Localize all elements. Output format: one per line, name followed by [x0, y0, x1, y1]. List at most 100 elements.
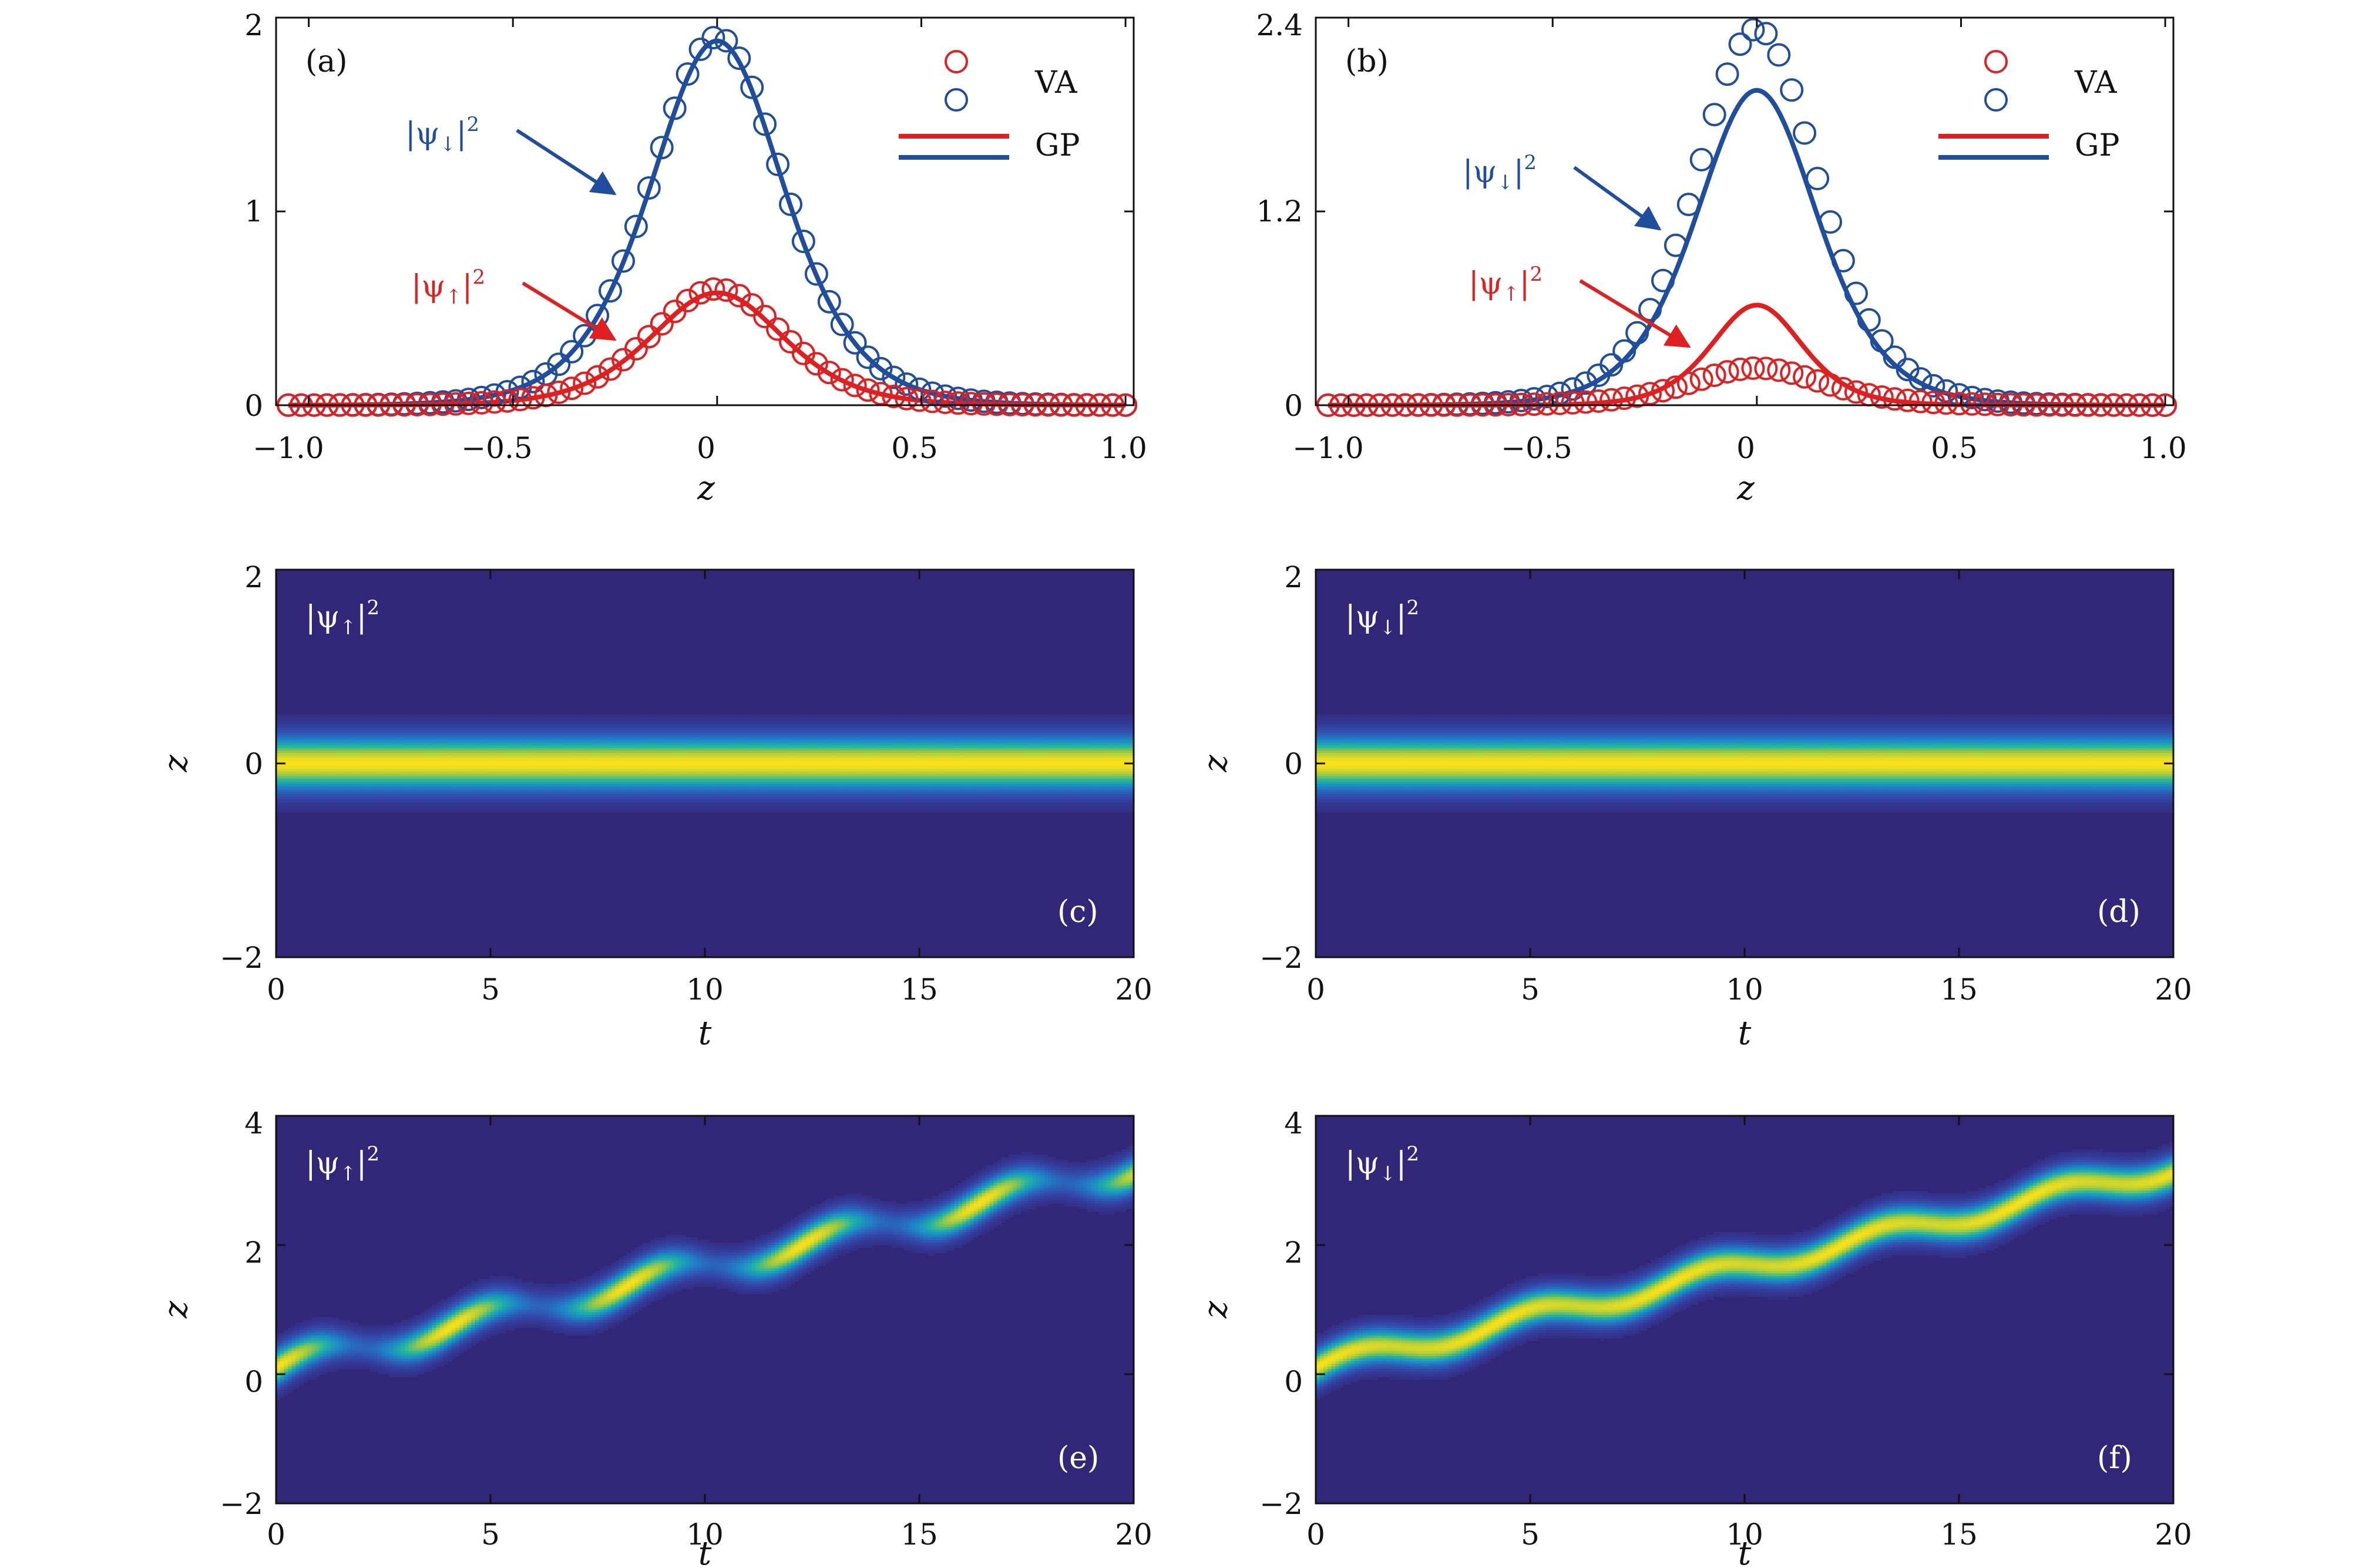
heatmap-cell [373, 751, 378, 753]
heatmap-cell [580, 807, 584, 810]
heatmap-cell [513, 722, 519, 725]
heatmap-cell [642, 732, 647, 736]
heatmap-cell [584, 735, 589, 738]
heatmap-cell [689, 748, 694, 751]
heatmap-cell [334, 776, 339, 779]
panel-a-xtick-2: 0 [697, 431, 715, 465]
heatmap-cell [748, 719, 752, 723]
heatmap-cell [537, 714, 542, 718]
heatmap-cell [405, 725, 409, 728]
heatmap-cell [627, 763, 631, 766]
heatmap-cell [572, 753, 577, 756]
heatmap-cell [513, 802, 519, 805]
heatmap-cell [549, 810, 553, 813]
heatmap-cell [350, 725, 355, 728]
heatmap-cell [307, 740, 312, 743]
heatmap-cell [728, 773, 733, 777]
heatmap-cell [494, 714, 499, 718]
heatmap-cell [713, 745, 717, 749]
heatmap-cell [424, 805, 429, 808]
heatmap-cell [587, 751, 593, 753]
heatmap-cell [537, 755, 542, 759]
heatmap-cell [455, 755, 460, 759]
heatmap-cell [533, 740, 538, 743]
heatmap-cell [475, 779, 479, 782]
heatmap-cell [330, 766, 335, 769]
heatmap-cell [475, 727, 479, 731]
heatmap-cell [396, 797, 401, 800]
heatmap-cell [697, 805, 701, 808]
heatmap-cell [322, 748, 327, 751]
heatmap-cell [596, 729, 600, 733]
heatmap-cell [322, 797, 327, 800]
heatmap-cell [576, 766, 581, 769]
heatmap-cell [517, 742, 522, 746]
heatmap-cell [299, 719, 304, 723]
heatmap-cell [580, 729, 584, 733]
heatmap-cell [346, 802, 351, 805]
heatmap-cell [615, 732, 620, 736]
heatmap-cell [455, 729, 460, 733]
heatmap-cell [681, 753, 686, 756]
heatmap-cell [287, 719, 293, 723]
heatmap-cell [587, 725, 593, 728]
heatmap-cell [713, 719, 717, 723]
heatmap-cell [533, 748, 538, 751]
heatmap-cell [502, 751, 507, 753]
heatmap-cell [572, 773, 577, 777]
heatmap-cell [463, 776, 468, 779]
heatmap-cell [607, 807, 612, 810]
heatmap-cell [416, 763, 421, 766]
heatmap-cell [459, 751, 464, 753]
heatmap-cell [362, 789, 367, 792]
heatmap-cell [420, 729, 425, 733]
heatmap-cell [545, 725, 550, 728]
heatmap-cell [560, 773, 565, 777]
panel-b-ytick-1: 1.2 [1256, 194, 1303, 228]
heatmap-cell [580, 797, 584, 800]
heatmap-cell [432, 738, 436, 741]
heatmap-cell [494, 766, 499, 769]
heatmap-cell [342, 725, 347, 728]
heatmap-cell [681, 722, 686, 725]
heatmap-cell [568, 792, 573, 795]
heatmap-cell [724, 751, 729, 753]
heatmap-cell [299, 729, 304, 733]
heatmap-cell [673, 799, 678, 803]
heatmap-cell [720, 719, 725, 723]
heatmap-cell [455, 745, 460, 749]
heatmap-cell [568, 779, 573, 782]
heatmap-cell [307, 748, 312, 751]
heatmap-cell [311, 751, 315, 753]
heatmap-cell [654, 753, 658, 756]
heatmap-cell [564, 784, 569, 788]
heatmap-cell [303, 779, 308, 782]
heatmap-cell [713, 771, 717, 775]
heatmap-cell [338, 786, 343, 790]
heatmap-cell [545, 779, 550, 782]
heatmap-cell [615, 776, 620, 779]
heatmap-cell [564, 805, 569, 808]
heatmap-cell [451, 784, 456, 788]
heatmap-cell [494, 805, 499, 808]
heatmap-cell [439, 805, 444, 808]
heatmap-cell [502, 766, 507, 769]
heatmap-cell [330, 732, 335, 736]
heatmap-cell [603, 745, 608, 749]
heatmap-cell [701, 738, 705, 741]
heatmap-cell [311, 792, 315, 795]
heatmap-cell [568, 807, 573, 810]
heatmap-cell [346, 732, 351, 736]
heatmap-cell [728, 786, 733, 790]
heatmap-cell [572, 797, 577, 800]
heatmap-cell [319, 735, 324, 738]
heatmap-cell [607, 729, 612, 733]
heatmap-cell [486, 794, 491, 798]
heatmap-cell [744, 727, 748, 731]
heatmap-cell [327, 781, 331, 785]
heatmap-cell [303, 738, 308, 741]
heatmap-cell [490, 753, 495, 756]
heatmap-cell [522, 758, 526, 762]
heatmap-cell [603, 797, 608, 800]
heatmap-cell [448, 745, 452, 749]
